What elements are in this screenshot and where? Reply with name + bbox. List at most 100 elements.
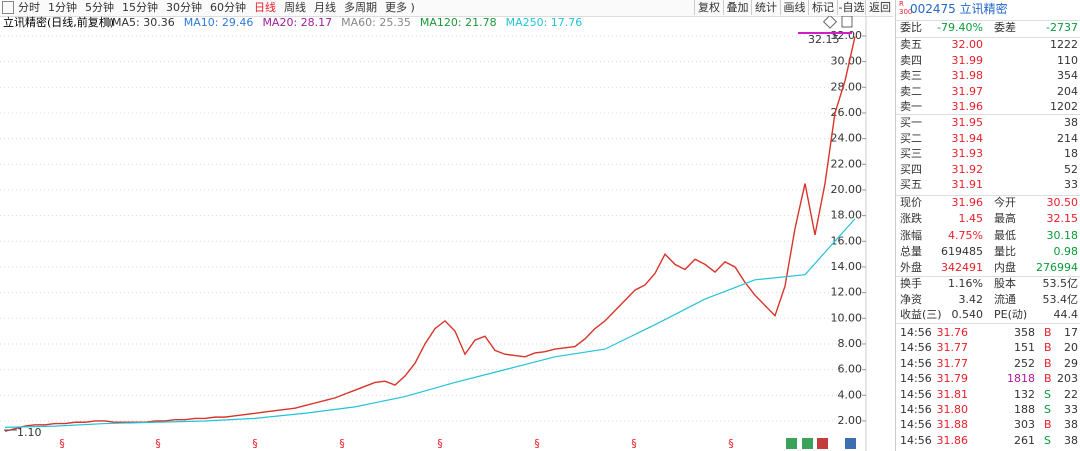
level-volume: 204 bbox=[1057, 84, 1078, 98]
y-tick-label: 22.00 bbox=[831, 157, 863, 170]
trade-volume: 303 bbox=[1014, 418, 1035, 432]
toolbar-button[interactable]: 复权 bbox=[694, 0, 723, 15]
label: 最低 bbox=[994, 228, 1016, 242]
ma-legend: MA10: 29.46 bbox=[184, 16, 254, 29]
value: 31.96 bbox=[951, 196, 984, 209]
trade-count: 29 bbox=[1064, 356, 1078, 370]
trade-side: S bbox=[1044, 387, 1051, 401]
trade-volume: 1818 bbox=[1007, 372, 1035, 386]
tab[interactable]: 周线 bbox=[284, 1, 306, 14]
value: -2737 bbox=[1046, 21, 1078, 34]
trade-count: 33 bbox=[1064, 403, 1078, 416]
separator bbox=[896, 37, 1080, 38]
quote-panel: R 300 002475 立讯精密 委比 -79.40% 委差 -2737 卖五 32.00 1… bbox=[895, 0, 1080, 451]
trade-side: B bbox=[1044, 356, 1052, 370]
trade-side: B bbox=[1044, 372, 1052, 386]
level-volume: 33 bbox=[1064, 178, 1078, 192]
level-volume: 110 bbox=[1057, 53, 1078, 67]
event-icon bbox=[817, 438, 828, 449]
event-icon bbox=[786, 438, 797, 449]
value: 30.50 bbox=[1046, 196, 1079, 209]
level-label: 买四 bbox=[900, 162, 922, 176]
trade-price: 31.79 bbox=[936, 372, 969, 386]
y-tick-label: 26.00 bbox=[831, 106, 863, 119]
level-price: 31.98 bbox=[951, 69, 984, 83]
label: 内盘 bbox=[994, 261, 1016, 275]
level-price: 31.99 bbox=[951, 53, 984, 67]
trade-side: B bbox=[1044, 418, 1052, 432]
toolbar-button[interactable]: 返回 bbox=[865, 0, 894, 15]
toolbar-button[interactable]: -自选 bbox=[836, 0, 865, 15]
toolbar-button[interactable]: 叠加 bbox=[722, 0, 752, 15]
dividend-mark: § bbox=[59, 437, 65, 450]
trade-side: S bbox=[1044, 433, 1051, 447]
trade-count: 17 bbox=[1064, 326, 1078, 339]
label: 总量 bbox=[900, 244, 922, 258]
level-volume: 354 bbox=[1057, 69, 1078, 83]
level-label: 卖二 bbox=[900, 84, 922, 98]
tab[interactable]: 5分钟 bbox=[85, 1, 114, 14]
label: 量比 bbox=[994, 244, 1016, 258]
level-label: 卖五 bbox=[900, 38, 922, 51]
trade-count: 20 bbox=[1064, 341, 1078, 355]
trade-price: 31.77 bbox=[936, 356, 969, 370]
tab[interactable]: 15分钟 bbox=[122, 1, 158, 14]
trade-volume: 188 bbox=[1014, 403, 1035, 416]
tool-icon[interactable] bbox=[841, 16, 853, 28]
y-tick-label: 20.00 bbox=[831, 183, 863, 196]
y-tick-label: 12.00 bbox=[831, 286, 863, 299]
y-tick-label: 18.00 bbox=[831, 209, 863, 222]
tab[interactable]: 1分钟 bbox=[48, 1, 77, 14]
toolbar-button[interactable]: 标记 bbox=[808, 0, 837, 15]
stock-title: 002475 立讯精密 bbox=[910, 2, 1008, 16]
ma-legend: MA5: 30.36 bbox=[112, 16, 175, 29]
trade-price: 31.88 bbox=[936, 418, 969, 432]
trade-price: 31.86 bbox=[936, 433, 969, 447]
price-line bbox=[4, 36, 856, 432]
tab[interactable]: 多周期 bbox=[344, 1, 377, 14]
y-tick-label: 30.00 bbox=[831, 55, 863, 68]
level-label: 买三 bbox=[900, 147, 922, 161]
toolbar-button[interactable]: 画线 bbox=[779, 0, 809, 15]
level-volume: 214 bbox=[1057, 131, 1078, 145]
separator bbox=[896, 20, 1080, 21]
trade-price: 31.90 bbox=[937, 449, 969, 451]
trade-volume: 261 bbox=[1014, 433, 1035, 447]
y-tick-label: 4.00 bbox=[838, 388, 863, 401]
y-tick-label: 14.00 bbox=[831, 260, 863, 273]
value: 276994 bbox=[1036, 261, 1078, 275]
toolbar-button[interactable]: 统计 bbox=[751, 0, 780, 15]
tab[interactable]: 60分钟 bbox=[210, 1, 246, 14]
trade-price: 31.80 bbox=[936, 403, 969, 416]
logo: R 300 bbox=[899, 0, 913, 16]
level-price: 31.96 bbox=[951, 100, 984, 114]
value: -79.40% bbox=[937, 21, 983, 34]
menu-icon[interactable] bbox=[2, 1, 14, 14]
trade-count: 90 bbox=[1064, 449, 1078, 451]
label: 今开 bbox=[994, 196, 1016, 209]
tab[interactable]: 更多 ) bbox=[385, 1, 415, 14]
label: 现价 bbox=[900, 196, 922, 209]
tab[interactable]: 30分钟 bbox=[166, 1, 202, 14]
value: 53.4亿 bbox=[1042, 292, 1079, 306]
value: 0.98 bbox=[1053, 244, 1079, 258]
y-tick-label: 28.00 bbox=[831, 80, 863, 93]
event-icon bbox=[845, 438, 856, 449]
trade-volume: 358 bbox=[1014, 326, 1035, 339]
level-price: 31.91 bbox=[951, 178, 984, 192]
separator bbox=[896, 276, 1080, 277]
value: 53.5亿 bbox=[1042, 277, 1079, 290]
tool-icon[interactable] bbox=[822, 16, 838, 29]
value: 342491 bbox=[941, 261, 983, 275]
tab[interactable]: 月线 bbox=[314, 1, 336, 14]
trade-time: 14:56 bbox=[900, 433, 932, 447]
trade-time: 14:56 bbox=[900, 403, 932, 416]
ma-legend-icon bbox=[104, 19, 111, 26]
ma-legend: MA120: 21.78 bbox=[420, 16, 497, 29]
level-price: 31.93 bbox=[951, 147, 984, 161]
tab[interactable]: 分时 bbox=[18, 1, 40, 14]
tab[interactable]: 日线 bbox=[254, 1, 276, 14]
high-label: 32.15 bbox=[808, 33, 840, 46]
price-chart: 立讯精密(日线,前复权) 2.00 4.00 6.00 8.00 10.00 12.00 1… bbox=[0, 16, 867, 451]
